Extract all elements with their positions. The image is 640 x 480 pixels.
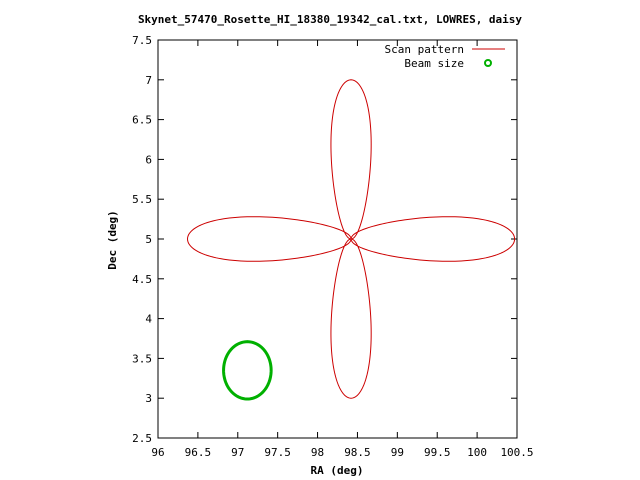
x-tick-label: 100 (467, 446, 487, 459)
y-axis: 2.5 3 3.5 4 4.5 5 5.5 6 6.5 7 7.5 (132, 34, 517, 445)
x-axis-label: RA (deg) (311, 464, 364, 477)
x-tick-label: 96.5 (185, 446, 212, 459)
y-tick-label: 5 (145, 233, 152, 246)
y-tick-label: 6 (145, 153, 152, 166)
y-tick-label: 6.5 (132, 114, 152, 127)
x-tick-label: 98.5 (344, 446, 371, 459)
legend-swatch-beam-size (484, 59, 492, 67)
legend-label-scan-pattern: Scan pattern (385, 43, 464, 56)
chart-title: Skynet_57470_Rosette_HI_18380_19342_cal.… (138, 13, 522, 26)
y-tick-label: 5.5 (132, 193, 152, 206)
y-tick-label: 4 (145, 313, 152, 326)
y-axis-label: Dec (deg) (106, 210, 119, 270)
y-tick-label: 7 (145, 74, 152, 87)
scan-pattern-series (187, 79, 516, 399)
beam-size-circle (222, 340, 273, 401)
y-tick-label: 2.5 (132, 432, 152, 445)
y-tick-label: 3 (145, 392, 152, 405)
y-tick-label: 7.5 (132, 34, 152, 47)
y-tick-label: 4.5 (132, 273, 152, 286)
legend-label-beam-size: Beam size (404, 57, 464, 70)
legend: Scan pattern Beam size (385, 43, 505, 70)
x-tick-label: 97.5 (264, 446, 291, 459)
x-tick-label: 100.5 (500, 446, 533, 459)
x-axis: 96 96.5 97 97.5 98 98.5 99 99.5 100 100.5 (151, 40, 534, 459)
x-tick-label: 99.5 (424, 446, 451, 459)
x-tick-label: 98 (311, 446, 324, 459)
y-tick-label: 3.5 (132, 352, 152, 365)
x-tick-label: 97 (231, 446, 244, 459)
x-tick-label: 96 (151, 446, 164, 459)
x-tick-label: 99 (391, 446, 404, 459)
plot-frame (157, 39, 518, 439)
